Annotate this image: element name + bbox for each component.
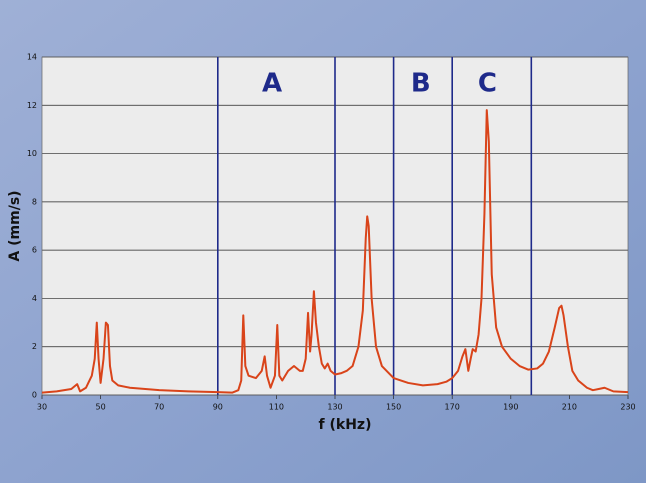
- region-label: B: [411, 69, 431, 99]
- region-label: C: [478, 69, 497, 99]
- y-tick-label: 4: [32, 294, 37, 303]
- spectrum-line: [41, 109, 629, 394]
- y-tick-label: 6: [32, 246, 37, 255]
- y-tick-label: 8: [32, 197, 37, 206]
- y-tick-label: 14: [27, 53, 37, 62]
- x-tick-label: 170: [445, 403, 460, 412]
- x-axis-title: f (kHz): [319, 417, 372, 433]
- x-tick-label: 210: [562, 403, 577, 412]
- x-tick-label: 90: [213, 403, 223, 412]
- x-tick-label: 110: [269, 403, 284, 412]
- x-tick-label: 190: [503, 403, 518, 412]
- x-tick-label: 130: [327, 403, 342, 412]
- x-tick-label: 30: [37, 403, 47, 412]
- y-tick-label: 0: [32, 391, 37, 400]
- region-label: A: [262, 69, 282, 99]
- x-tick-label: 50: [96, 403, 106, 412]
- y-tick-label: 2: [32, 342, 37, 351]
- y-tick-label: 12: [27, 101, 37, 110]
- x-tick-label: 70: [154, 403, 164, 412]
- x-tick-label: 230: [620, 403, 635, 412]
- y-axis-title: A (mm/s): [7, 190, 23, 261]
- x-tick-label: 150: [386, 403, 401, 412]
- y-tick-label: 10: [27, 149, 37, 158]
